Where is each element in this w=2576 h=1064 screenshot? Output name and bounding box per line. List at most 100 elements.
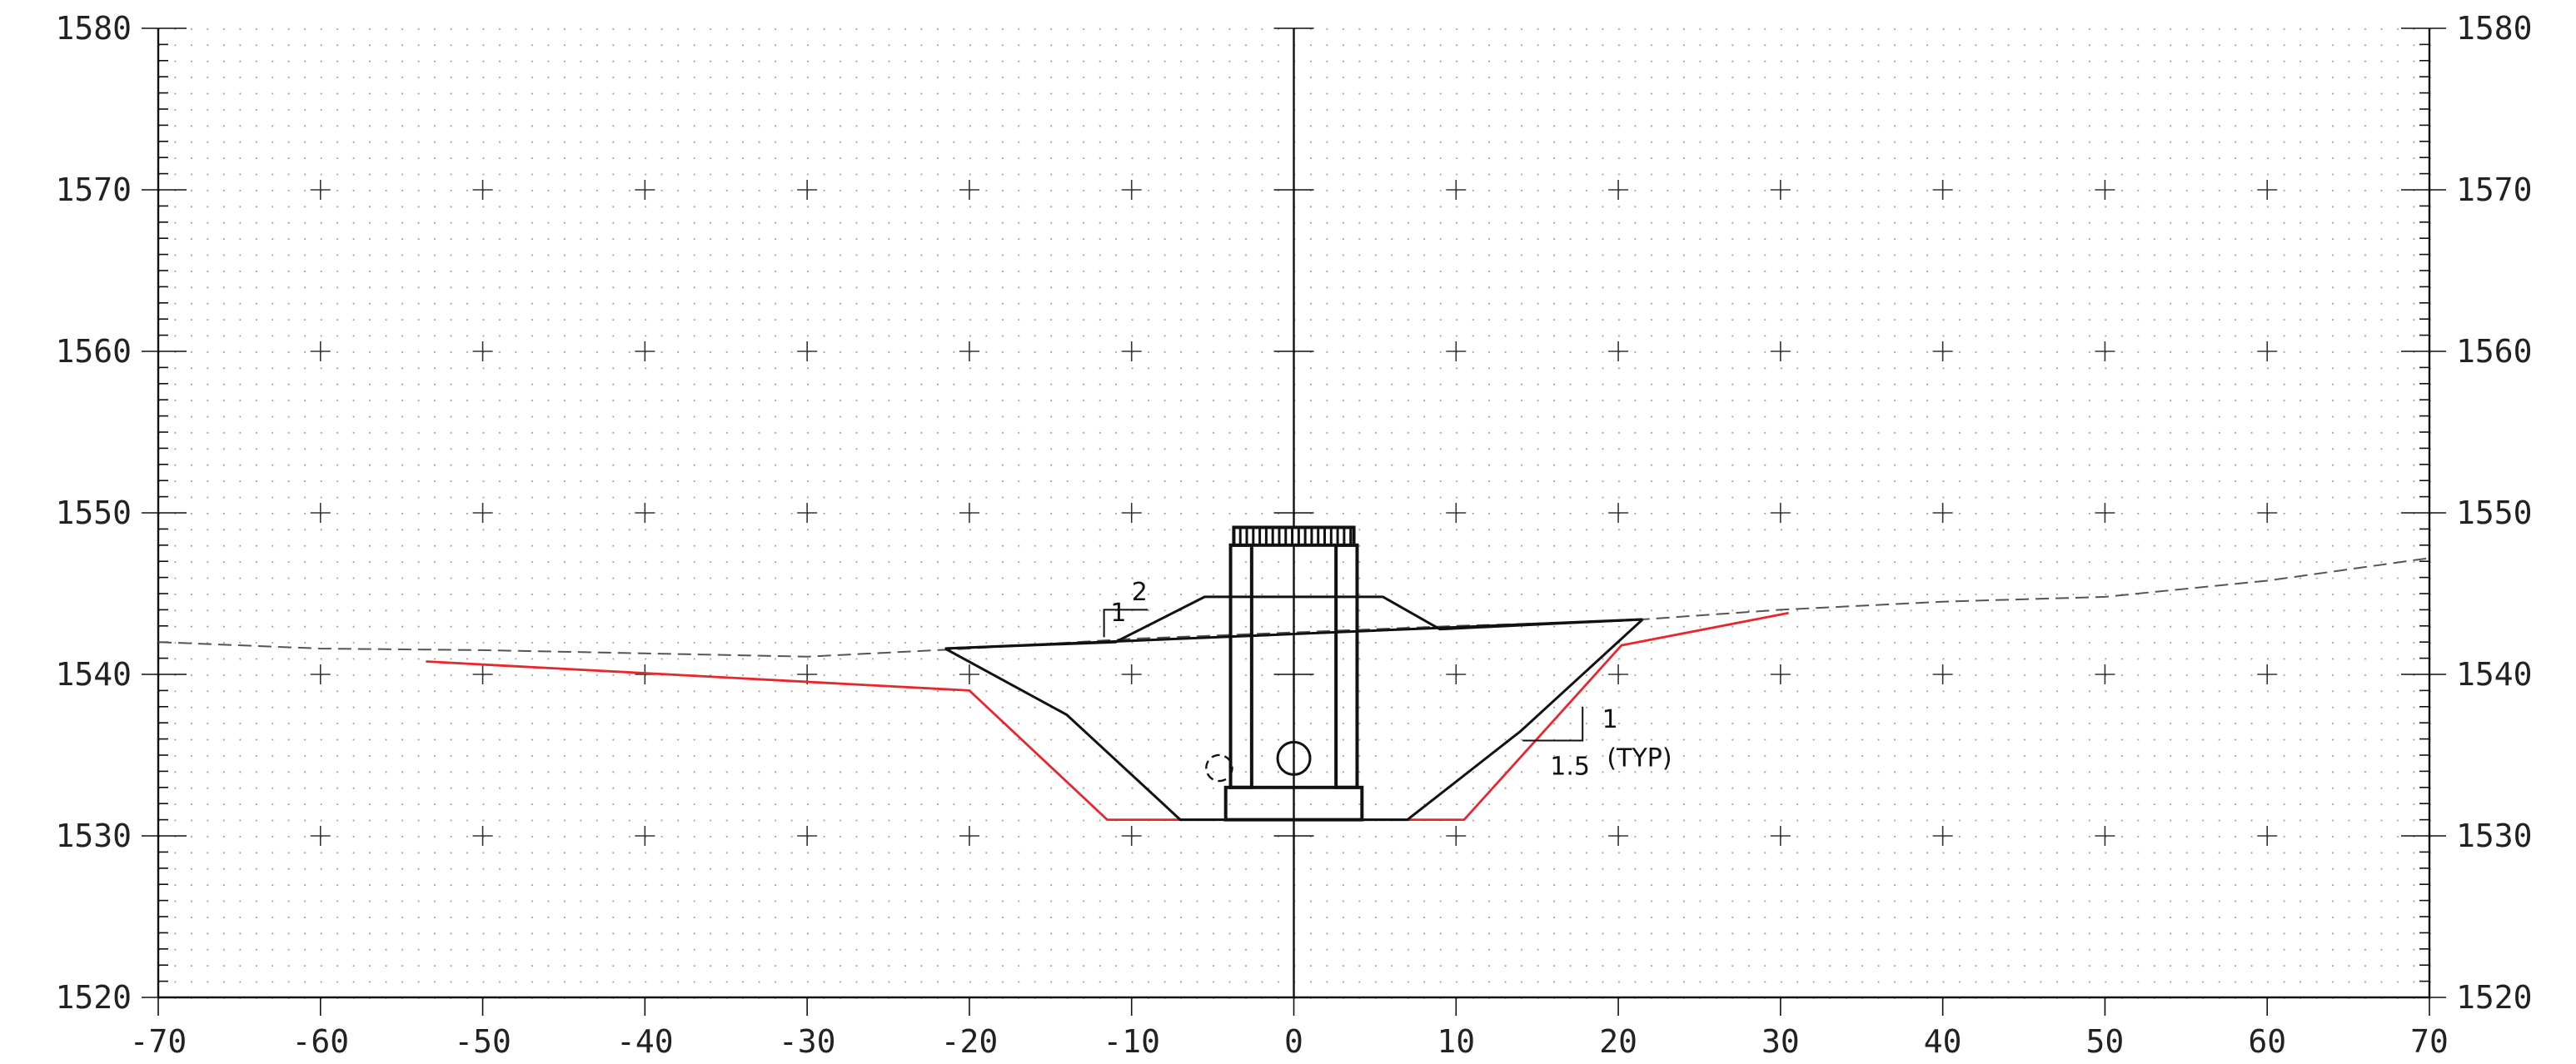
grid-cross [310, 341, 331, 361]
grid-cross [959, 503, 979, 523]
y-tick-label-left: 1580 [55, 10, 132, 47]
grid-cross [310, 664, 331, 684]
grid-cross [635, 341, 655, 361]
grid-cross [1770, 826, 1791, 846]
y-tick-label-left: 1560 [55, 333, 132, 370]
grid-cross [1932, 664, 1953, 684]
grid-cross [1121, 341, 1142, 361]
grid-major-crosses [310, 180, 2278, 846]
series-excavation-line [426, 611, 1789, 821]
y-tick-label-left: 1550 [55, 495, 132, 531]
grid-cross [2095, 180, 2115, 200]
x-tick-label: -70 [130, 1023, 187, 1060]
y-tick-label-right: 1560 [2456, 333, 2533, 370]
x-tick-label: 50 [2086, 1023, 2125, 1060]
grid-cross [1932, 341, 1953, 361]
series-grade-line-line [944, 618, 1643, 650]
grid-cross [2095, 341, 2115, 361]
y-tick-label-left: 1530 [55, 818, 132, 854]
grid-cross [1608, 341, 1629, 361]
grid-cross [2095, 664, 2115, 684]
grid-cross [1121, 826, 1142, 846]
slope-annotation: 1.5 [1550, 752, 1590, 781]
grid-cross [2257, 664, 2278, 684]
side-pipe-circle [1205, 753, 1233, 783]
grid-cross [1932, 180, 1953, 200]
y-tick-label-right: 1580 [2456, 10, 2533, 47]
grid-cross [1446, 180, 1467, 200]
grid-cross [310, 503, 331, 523]
x-tick-label: 30 [1761, 1023, 1800, 1060]
structure-right-wall [1334, 543, 1359, 789]
grid-cross [2257, 180, 2278, 200]
grid-cross [472, 503, 493, 523]
x-tick-label: 70 [2410, 1023, 2449, 1060]
grid-cross [1770, 180, 1791, 200]
x-tick-label: -30 [779, 1023, 836, 1060]
y-tick-label-right: 1530 [2456, 818, 2533, 854]
grid-cross [1932, 826, 1953, 846]
grid-cross [959, 826, 979, 846]
grid-cross [472, 826, 493, 846]
grid-cross [1932, 503, 1953, 523]
grid-cross [1608, 180, 1629, 200]
grid-cross [635, 180, 655, 200]
grid-cross [310, 180, 331, 200]
series-finished-grade-line [944, 595, 1643, 650]
axis-ticks [142, 27, 2446, 1016]
grid-cross [1770, 503, 1791, 523]
x-tick-label: 20 [1599, 1023, 1637, 1060]
grid-cross [797, 503, 818, 523]
pipe-circle [1276, 740, 1312, 776]
grid-cross [1446, 503, 1467, 523]
grid-cross [1608, 826, 1629, 846]
grid-cross [310, 826, 331, 846]
grid-cross [635, 503, 655, 523]
grid-cross [1121, 503, 1142, 523]
x-tick-label: -20 [941, 1023, 999, 1060]
grid-cross [959, 664, 979, 684]
y-tick-label-left: 1570 [55, 172, 132, 208]
grid-cross [797, 180, 818, 200]
slope-annotation: 1 [1110, 599, 1126, 628]
grid-cross [472, 341, 493, 361]
grid-cross [1608, 664, 1629, 684]
y-tick-label-right: 1570 [2456, 172, 2533, 208]
grid-cross [797, 826, 818, 846]
grid-cross [2095, 826, 2115, 846]
grid-cross [1770, 341, 1791, 361]
grid-cross [1446, 664, 1467, 684]
slope-annotation: 1 [1602, 705, 1618, 734]
grid-cross [1770, 664, 1791, 684]
grid-cross [797, 341, 818, 361]
slope-indicator-left [1103, 609, 1148, 638]
y-tick-label-left: 1540 [55, 656, 132, 693]
structure-cap-hatch [1232, 527, 1353, 545]
grid-cross [2257, 826, 2278, 846]
x-tick-label: 10 [1437, 1023, 1475, 1060]
structure-cap [1232, 525, 1356, 547]
grid-cross [1121, 180, 1142, 200]
x-tick-label: -50 [454, 1023, 511, 1060]
y-tick-label-left: 1520 [55, 979, 132, 1016]
grid-cross [1121, 664, 1142, 684]
x-tick-label: 40 [1924, 1023, 1962, 1060]
x-tick-label: -40 [616, 1023, 674, 1060]
grid-cross [2257, 503, 2278, 523]
grid-cross [2257, 341, 2278, 361]
y-tick-label-right: 1520 [2456, 979, 2533, 1016]
y-tick-label-right: 1550 [2456, 495, 2533, 531]
slope-annotation: (TYP) [1607, 744, 1672, 773]
x-tick-label: 0 [1284, 1023, 1303, 1060]
grid-cross [472, 180, 493, 200]
grid-cross [959, 341, 979, 361]
grid-cross [472, 664, 493, 684]
structure-left-wall [1228, 543, 1253, 789]
slope-annotation: 2 [1132, 578, 1148, 607]
y-tick-label-right: 1540 [2456, 656, 2533, 693]
grid-cross [1446, 341, 1467, 361]
grid-cross [1446, 826, 1467, 846]
structure-base-pad [1223, 785, 1364, 822]
